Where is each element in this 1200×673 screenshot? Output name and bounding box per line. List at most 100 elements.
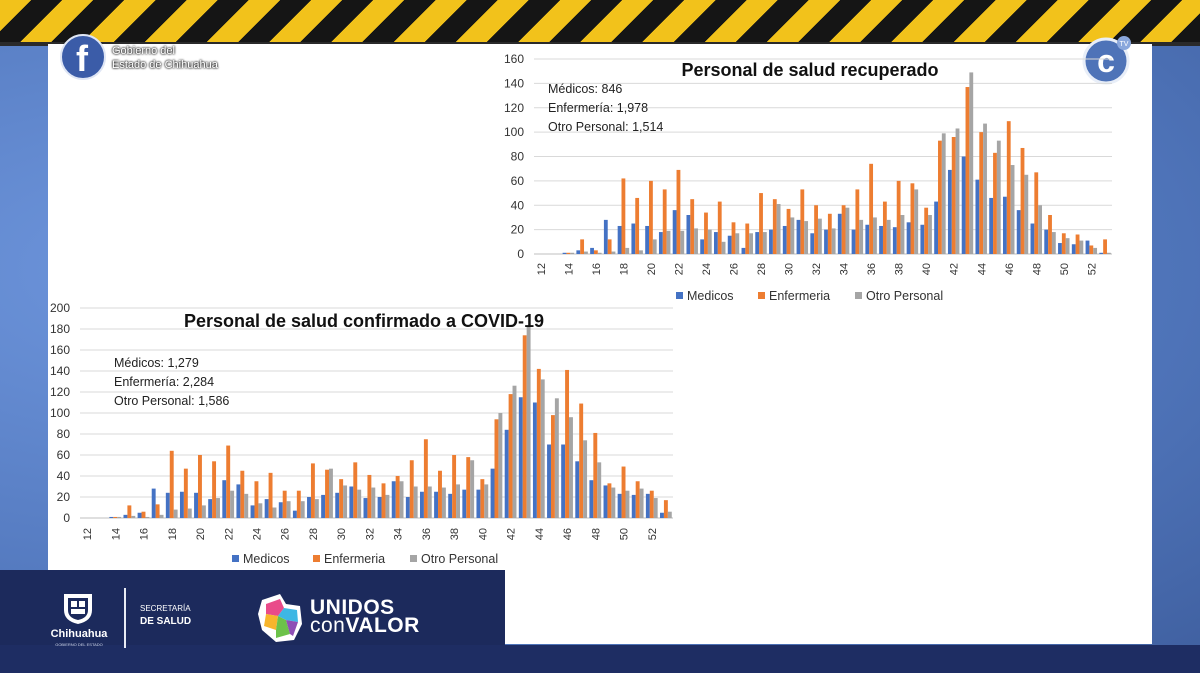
- chart-recuperado-bar-otro-personal: [804, 221, 809, 254]
- chart-confirmado-bar-enfermeria: [381, 483, 386, 518]
- chart-confirmado-bar-enfermeria: [282, 490, 287, 518]
- chart-confirmado-bar-medicos: [603, 485, 608, 518]
- chart-recuperado-bar-enfermeria: [938, 140, 942, 254]
- chart-recuperado-bar-enfermeria: [1006, 121, 1011, 254]
- chart-confirmado-bar-enfermeria: [254, 481, 259, 518]
- chart-confirmado-bar-enfermeria: [367, 474, 372, 518]
- chart-confirmado-x-tick-label: 40: [477, 528, 489, 540]
- chart-recuperado-bar-otro-personal: [570, 252, 575, 254]
- chart-confirmado-bar-medicos: [165, 492, 170, 518]
- state-name: Chihuahua: [50, 628, 108, 640]
- chart-confirmado-bar-enfermeria: [353, 462, 358, 518]
- chart-recuperado-bar-otro-personal: [1024, 174, 1029, 254]
- chart-confirmado-bar-otro-personal: [272, 507, 277, 518]
- chart-recuperado-bar-enfermeria: [593, 250, 598, 254]
- chart-confirmado-x-tick-label: 12: [82, 528, 94, 540]
- chart-confirmado-bar-medicos: [307, 497, 311, 518]
- chart-confirmado-bar-enfermeria: [663, 500, 668, 518]
- state-subtitle: GOBIERNO DEL ESTADO: [55, 642, 103, 647]
- chart-recuperado-legend-swatch: [676, 292, 683, 299]
- chart-recuperado-bar-otro-personal: [817, 218, 822, 254]
- chart-recuperado-bar-medicos: [865, 224, 870, 254]
- gov-line-1: Gobierno del: [112, 45, 175, 57]
- chart-recuperado-bar-medicos: [590, 247, 594, 254]
- chart-recuperado-x-tick-label: 12: [536, 263, 548, 275]
- chart-confirmado-bar-medicos: [462, 489, 467, 518]
- chart-recuperado-bar-medicos: [1003, 196, 1007, 254]
- chart-recuperado-bar-medicos: [617, 225, 622, 254]
- chart-recuperado-bar-enfermeria: [772, 199, 777, 254]
- chart-confirmado-bar-medicos: [448, 493, 453, 518]
- chart-recuperado-bar-medicos: [1044, 229, 1049, 255]
- chart-recuperado-bar-medicos: [851, 229, 856, 255]
- chart-confirmado-annotation: Médicos: 1,279: [114, 356, 199, 370]
- chart-confirmado-bar-otro-personal: [583, 440, 588, 518]
- chart-recuperado-bar-otro-personal: [790, 217, 795, 254]
- chart-confirmado-x-tick-label: 52: [647, 528, 659, 540]
- chart-recuperado-bar-medicos: [645, 225, 650, 254]
- chart-recuperado-legend-swatch: [758, 292, 765, 299]
- chart-recuperado-bar-enfermeria: [676, 169, 681, 254]
- chart-recuperado-bar-otro-personal: [597, 252, 602, 254]
- chart-confirmado-x-tick-label: 36: [421, 528, 433, 540]
- chart-recuperado-annotation: Otro Personal: 1,514: [548, 120, 663, 134]
- chart-confirmado-bar-otro-personal: [371, 487, 376, 518]
- chart-confirmado-x-tick-label: 46: [562, 528, 574, 540]
- chart-recuperado-bar-enfermeria: [745, 223, 750, 254]
- chart-confirmado-bar-enfermeria: [480, 479, 485, 518]
- chart-confirmado-annotation: Otro Personal: 1,586: [114, 394, 229, 408]
- chart-recuperado-bar-enfermeria: [1034, 172, 1039, 254]
- chart-recuperado-bar-medicos: [727, 235, 732, 254]
- chart-recuperado-x-tick-label: 46: [1004, 263, 1016, 275]
- chart-recuperado-bar-enfermeria: [979, 132, 984, 255]
- facebook-glyph: f: [76, 38, 88, 79]
- chart-confirmado-bar-medicos: [631, 494, 636, 518]
- chart-recuperado-bar-enfermeria: [1048, 215, 1052, 254]
- chart-recuperado-bar-enfermeria: [566, 252, 571, 254]
- chart-confirmado-x-tick-label: 48: [590, 528, 602, 540]
- footer-divider: [124, 588, 126, 648]
- chart-confirmado-x-tick-label: 14: [110, 528, 122, 540]
- chart-confirmado-bar-otro-personal: [625, 490, 630, 518]
- chart-recuperado-bar-otro-personal: [969, 72, 974, 254]
- chart-confirmado-bar-medicos: [589, 480, 594, 518]
- state-shield-icon: [64, 594, 92, 624]
- chart-recuperado-bar-otro-personal: [1010, 165, 1015, 254]
- chart-confirmado-bar-enfermeria: [183, 468, 188, 518]
- chart-recuperado-bar-enfermeria: [993, 152, 997, 254]
- chart-confirmado-bar-medicos: [278, 502, 283, 518]
- chart-recuperado-bar-medicos: [837, 213, 842, 254]
- chart-confirmado-bar-otro-personal: [456, 484, 460, 518]
- chart-confirmado-y-tick-label: 100: [50, 406, 70, 420]
- chart-confirmado-bar-medicos: [321, 494, 326, 518]
- chart-recuperado-bar-enfermeria: [731, 222, 736, 254]
- channel-logo-tag: TV: [1120, 41, 1129, 48]
- chart-confirmado-bar-medicos: [575, 461, 580, 518]
- chart-recuperado-bar-enfermeria: [717, 201, 722, 254]
- chart-confirmado-x-tick-label: 24: [251, 528, 263, 540]
- chart-confirmado-bar-otro-personal: [498, 413, 503, 518]
- chart-confirmado-bar-medicos: [222, 480, 227, 518]
- chart-recuperado-bar-medicos: [686, 215, 691, 254]
- chart-confirmado-bar-enfermeria: [325, 469, 329, 518]
- chart-confirmado-bar-enfermeria: [438, 470, 442, 518]
- chart-confirmado-bar-medicos: [349, 486, 354, 518]
- chart-confirmado-bar-medicos: [292, 510, 297, 518]
- chart-recuperado-x-tick-label: 18: [618, 263, 630, 275]
- campaign-con: con: [310, 614, 346, 637]
- chart-recuperado-bar-enfermeria: [1020, 147, 1025, 254]
- chart-recuperado-y-tick-label: 140: [504, 76, 524, 90]
- chart-recuperado-bar-enfermeria: [786, 208, 791, 254]
- state-map-icon: [258, 594, 302, 642]
- chart-recuperado-bar-enfermeria: [621, 178, 626, 254]
- chart-confirmado-bar-otro-personal: [512, 385, 517, 518]
- chart-confirmado-bar-enfermeria: [240, 470, 245, 518]
- chart-recuperado-bar-medicos: [714, 232, 718, 254]
- chart-recuperado-x-tick-label: 20: [646, 263, 658, 275]
- chart-confirmado-bar-otro-personal: [258, 503, 263, 518]
- chart-recuperado-bar-medicos: [658, 232, 663, 254]
- chart-confirmado-y-tick-label: 40: [57, 469, 71, 483]
- chart-confirmado-bar-enfermeria: [593, 432, 598, 518]
- chart-confirmado-y-tick-label: 60: [57, 448, 71, 462]
